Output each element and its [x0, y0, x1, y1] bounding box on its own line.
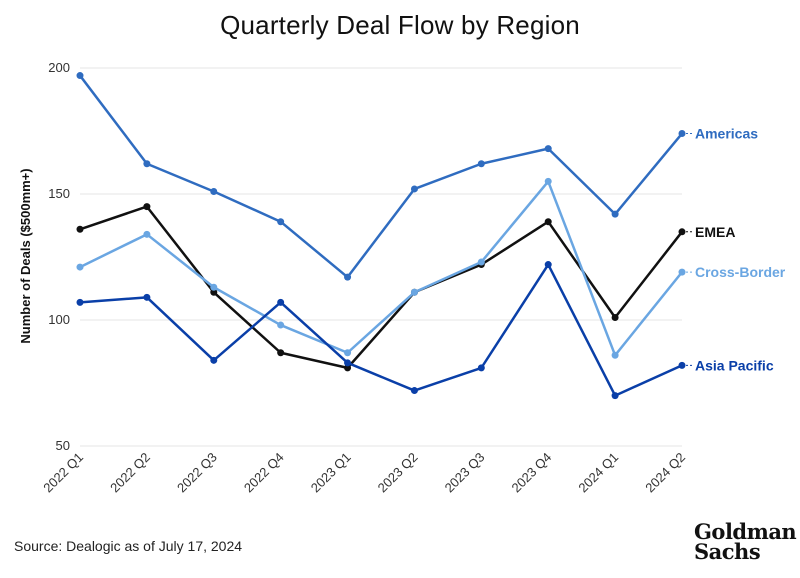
series-americas	[76, 72, 686, 281]
x-axis-ticks: 2022 Q1 2022 Q2 2022 Q3 2022 Q4 2023 Q1 2023 …	[40, 450, 688, 496]
data-point-asia-pacific	[678, 361, 686, 369]
data-point-cross-border	[477, 258, 485, 266]
x-tick-label: 2023 Q3	[442, 450, 488, 496]
data-point-asia-pacific	[277, 298, 285, 306]
data-point-cross-border	[344, 349, 352, 357]
data-point-asia-pacific	[544, 261, 552, 269]
series-line-americas	[78, 74, 684, 279]
data-point-americas	[76, 72, 84, 80]
x-tick-label: 2023 Q1	[308, 450, 354, 496]
data-point-americas	[210, 187, 218, 195]
data-point-emea	[210, 288, 218, 296]
series-labels: Americas EMEA Cross-Border Asia Pacific	[686, 126, 786, 373]
data-point-emea	[611, 313, 619, 321]
series-label-asia-pacific: Asia Pacific	[695, 357, 774, 373]
data-point-asia-pacific	[76, 298, 84, 306]
x-tick-label: 2023 Q2	[375, 450, 421, 496]
y-axis-ticks: 50 100 150 200	[48, 60, 70, 453]
data-point-cross-border	[410, 288, 418, 296]
series-label-emea: EMEA	[695, 224, 735, 240]
data-point-cross-border	[277, 321, 285, 329]
goldman-sachs-logo: Goldman Sachs	[694, 519, 797, 564]
series-asia-pacific	[76, 261, 686, 400]
data-point-asia-pacific	[344, 359, 352, 367]
data-point-cross-border	[678, 268, 686, 276]
data-point-asia-pacific	[477, 364, 485, 372]
x-tick-label: 2023 Q4	[508, 450, 554, 496]
x-tick-label: 2022 Q2	[107, 450, 153, 496]
data-point-asia-pacific	[611, 392, 619, 400]
y-tick-label: 100	[48, 312, 70, 327]
data-point-americas	[277, 218, 285, 226]
series-cross-border	[76, 177, 686, 359]
data-point-emea	[277, 349, 285, 357]
data-point-americas	[544, 145, 552, 153]
data-point-cross-border	[544, 177, 552, 185]
data-point-emea	[143, 203, 151, 211]
data-point-cross-border	[76, 263, 84, 271]
grid-lines	[80, 67, 682, 447]
series-label-cross-border: Cross-Border	[695, 264, 786, 280]
series-line-asia-pacific	[78, 263, 684, 397]
data-point-americas	[143, 160, 151, 168]
logo-line-2: Sachs	[694, 539, 761, 564]
y-tick-label: 50	[56, 438, 70, 453]
series-line-emea	[78, 205, 684, 370]
data-point-americas	[611, 210, 619, 218]
series-emea	[76, 203, 686, 372]
data-point-asia-pacific	[143, 293, 151, 301]
data-point-emea	[678, 228, 686, 236]
data-point-cross-border	[611, 351, 619, 359]
series-label-americas: Americas	[695, 126, 758, 142]
data-point-asia-pacific	[410, 387, 418, 395]
data-point-emea	[344, 364, 352, 372]
data-point-cross-border	[143, 230, 151, 238]
data-point-americas	[344, 273, 352, 281]
y-tick-label: 200	[48, 60, 70, 75]
data-point-americas	[410, 185, 418, 193]
data-point-cross-border	[210, 283, 218, 291]
x-tick-label: 2024 Q1	[575, 450, 621, 496]
source-note: Source: Dealogic as of July 17, 2024	[14, 538, 243, 554]
y-axis-label: Number of Deals ($500mm+)	[18, 168, 33, 343]
data-point-asia-pacific	[210, 356, 218, 364]
chart-title: Quarterly Deal Flow by Region	[220, 10, 580, 40]
series-lines	[76, 72, 686, 400]
data-point-emea	[544, 218, 552, 226]
series-line-cross-border	[78, 180, 684, 357]
data-point-americas	[477, 160, 485, 168]
x-tick-label: 2022 Q3	[174, 450, 220, 496]
x-tick-label: 2024 Q2	[642, 450, 688, 496]
x-tick-label: 2022 Q4	[241, 450, 287, 496]
logo-line-1: Goldman	[694, 519, 797, 544]
x-tick-label: 2022 Q1	[40, 450, 86, 496]
data-point-emea	[76, 225, 84, 233]
y-tick-label: 150	[48, 186, 70, 201]
data-point-americas	[678, 130, 686, 138]
